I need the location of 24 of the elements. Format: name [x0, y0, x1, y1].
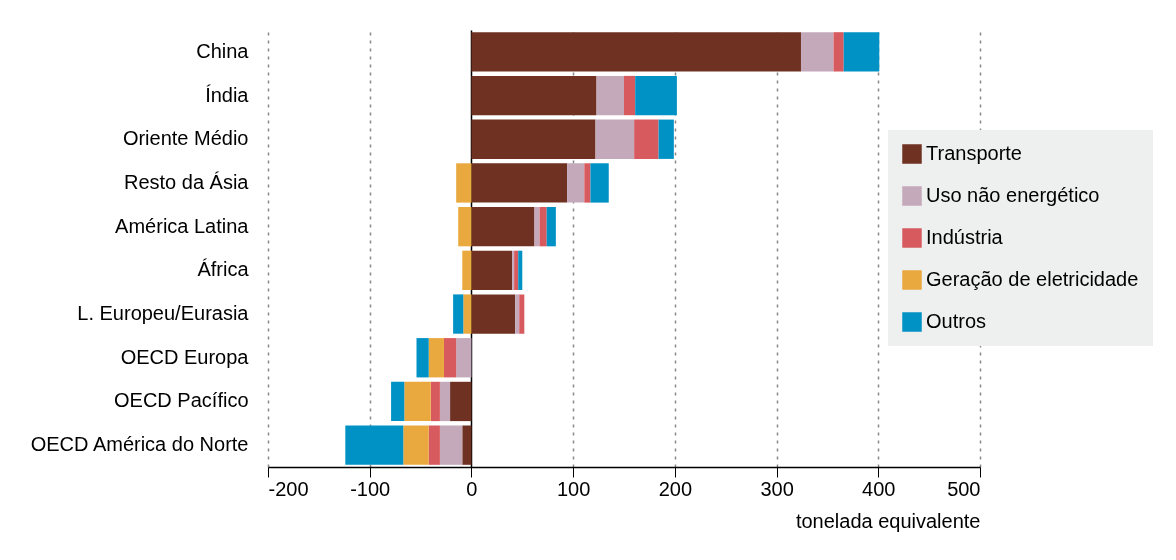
y-tick-label: OECD América do Norte: [30, 433, 249, 456]
legend-label: Uso não energético: [926, 184, 1100, 206]
y-tick-label: L. Europeu/Eurasia: [77, 302, 250, 325]
y-tick-label: China: [196, 39, 250, 62]
y-tick-label: Índia: [205, 83, 250, 106]
x-tick-label: -200: [268, 477, 309, 500]
y-tick-label: OECD Pacífico: [114, 389, 249, 412]
x-tick-label: -100: [350, 477, 391, 500]
y-tick-label: Oriente Médio: [122, 127, 249, 150]
x-tick-label: 0: [466, 477, 478, 500]
y-tick-label: Resto da Ásia: [123, 170, 250, 193]
x-tick-label: 300: [760, 477, 794, 500]
legend-label: Outros: [926, 310, 987, 332]
legend-label: Geração de eletricidade: [926, 268, 1139, 290]
y-tick-label: América Latina: [115, 214, 250, 237]
x-tick-label: 500: [947, 477, 981, 500]
y-tick-label: OECD Europa: [120, 345, 250, 368]
x-tick-label: 200: [658, 477, 693, 500]
x-tick-label: 400: [862, 477, 896, 500]
y-tick-label: África: [197, 258, 250, 281]
x-tick-label: 100: [556, 477, 591, 500]
legend-label: Indústria: [926, 226, 1004, 248]
x-axis-title: tonelada equivalente: [795, 509, 981, 532]
legend-label: Transporte: [926, 142, 1022, 164]
